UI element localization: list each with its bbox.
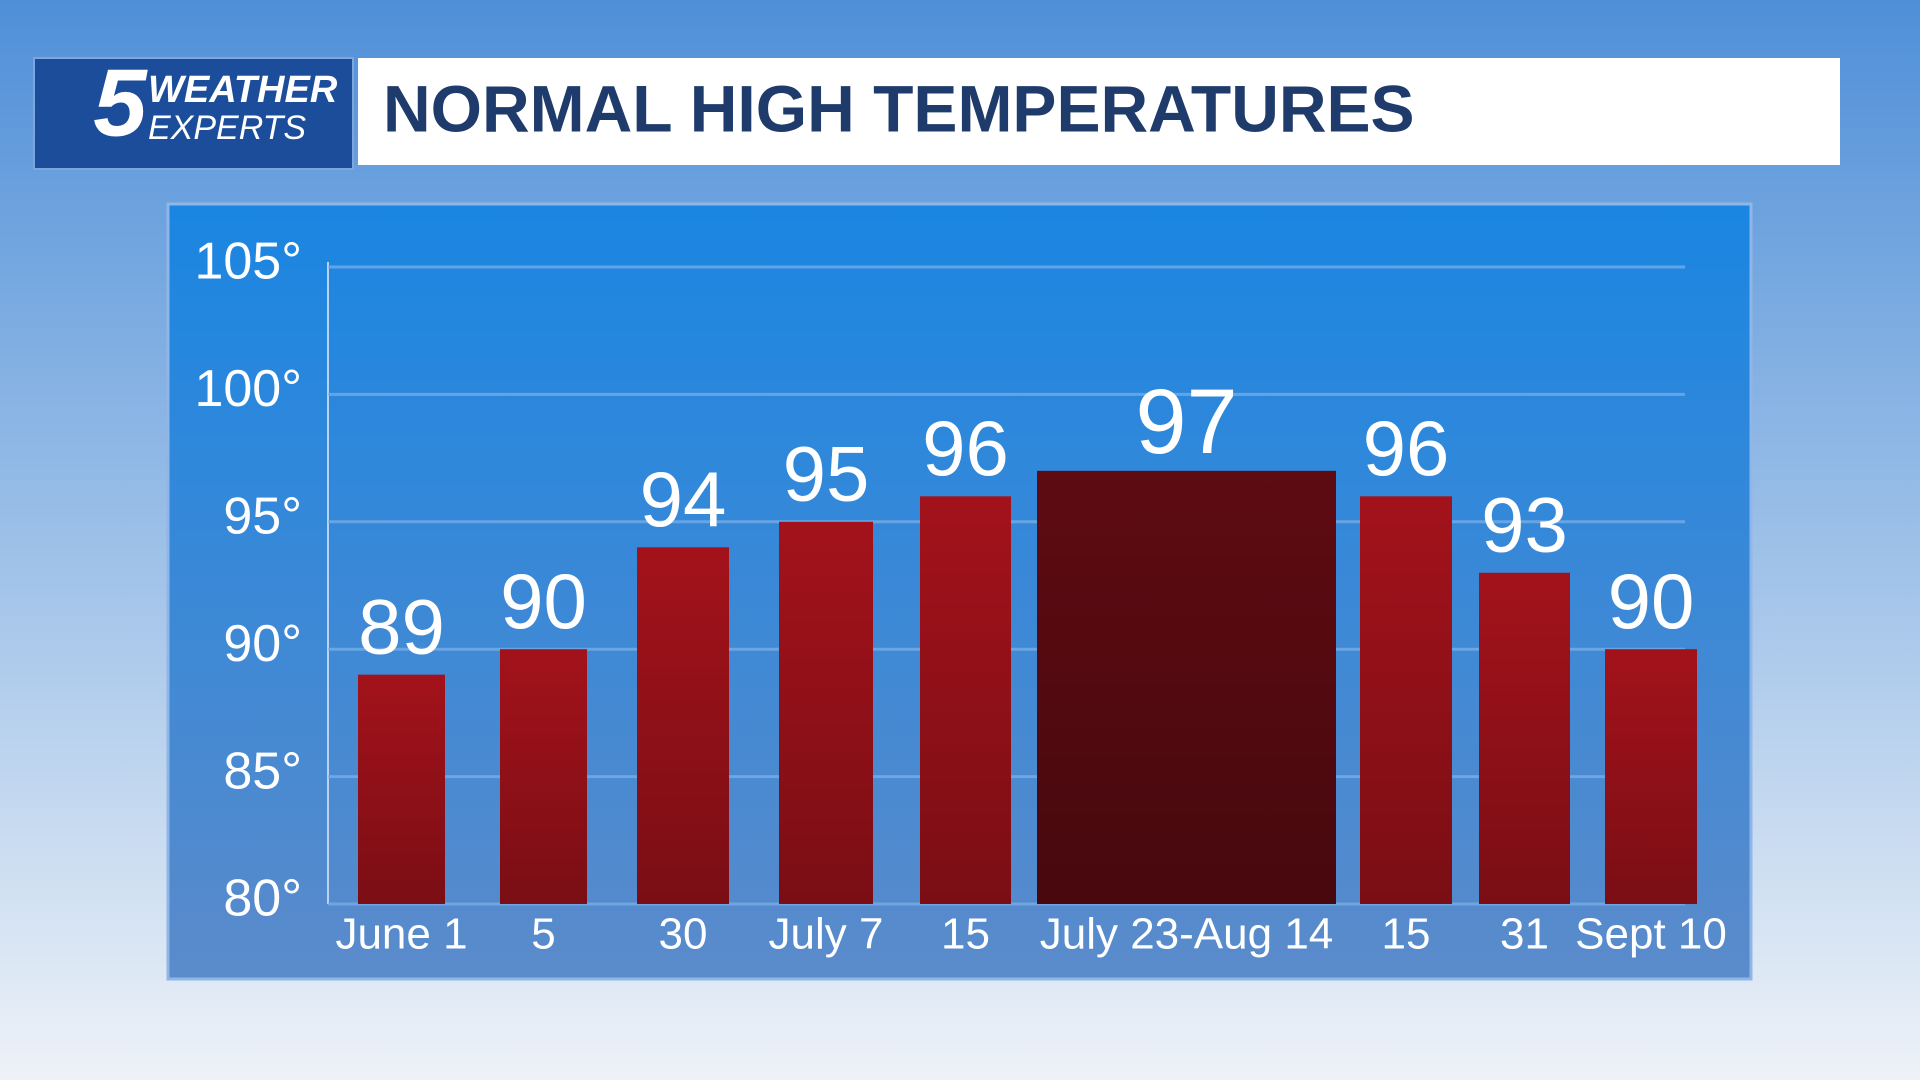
value-label: 94 bbox=[640, 455, 727, 543]
value-label: 96 bbox=[1363, 404, 1450, 492]
bar-shade bbox=[920, 496, 1011, 904]
y-tick-label: 100° bbox=[194, 360, 302, 418]
value-label: 90 bbox=[1608, 557, 1695, 645]
logo-number: 5 bbox=[93, 49, 148, 156]
bar-shade bbox=[1479, 572, 1570, 904]
bar-shade bbox=[358, 674, 445, 904]
bar-shade bbox=[779, 521, 873, 904]
logo-line1: WEATHER bbox=[148, 69, 338, 111]
value-label: 89 bbox=[358, 582, 445, 670]
x-tick-label: 31 bbox=[1500, 910, 1549, 959]
x-tick-label: July 7 bbox=[769, 910, 884, 959]
y-tick-label: 90° bbox=[223, 615, 302, 673]
x-tick-label: June 1 bbox=[335, 910, 467, 959]
bar-shade bbox=[637, 547, 729, 904]
value-label: 97 bbox=[1135, 371, 1237, 473]
x-tick-label: 15 bbox=[941, 910, 990, 959]
value-label: 93 bbox=[1481, 480, 1568, 568]
bar-shade bbox=[500, 649, 587, 904]
x-tick-label: 5 bbox=[531, 910, 555, 959]
y-tick-label: 95° bbox=[223, 488, 302, 546]
value-label: 90 bbox=[500, 557, 587, 645]
bar-shade bbox=[1605, 649, 1697, 904]
y-tick-label: 80° bbox=[223, 870, 302, 928]
x-tick-label: July 23-Aug 14 bbox=[1040, 910, 1334, 959]
x-tick-label: Sept 10 bbox=[1575, 910, 1727, 959]
bar-shade bbox=[1360, 496, 1452, 904]
x-tick-label: 15 bbox=[1382, 910, 1431, 959]
y-tick-label: 85° bbox=[223, 742, 302, 800]
x-tick-label: 30 bbox=[659, 910, 708, 959]
value-label: 95 bbox=[783, 429, 870, 517]
logo-box bbox=[33, 57, 354, 170]
title-bar bbox=[358, 58, 1840, 165]
bar-shade bbox=[1037, 470, 1336, 904]
y-tick-label: 105° bbox=[194, 233, 302, 291]
chart-title: NORMAL HIGH TEMPERATURES bbox=[383, 71, 1415, 145]
logo-line2: EXPERTS bbox=[148, 109, 306, 147]
value-label: 96 bbox=[922, 404, 1009, 492]
